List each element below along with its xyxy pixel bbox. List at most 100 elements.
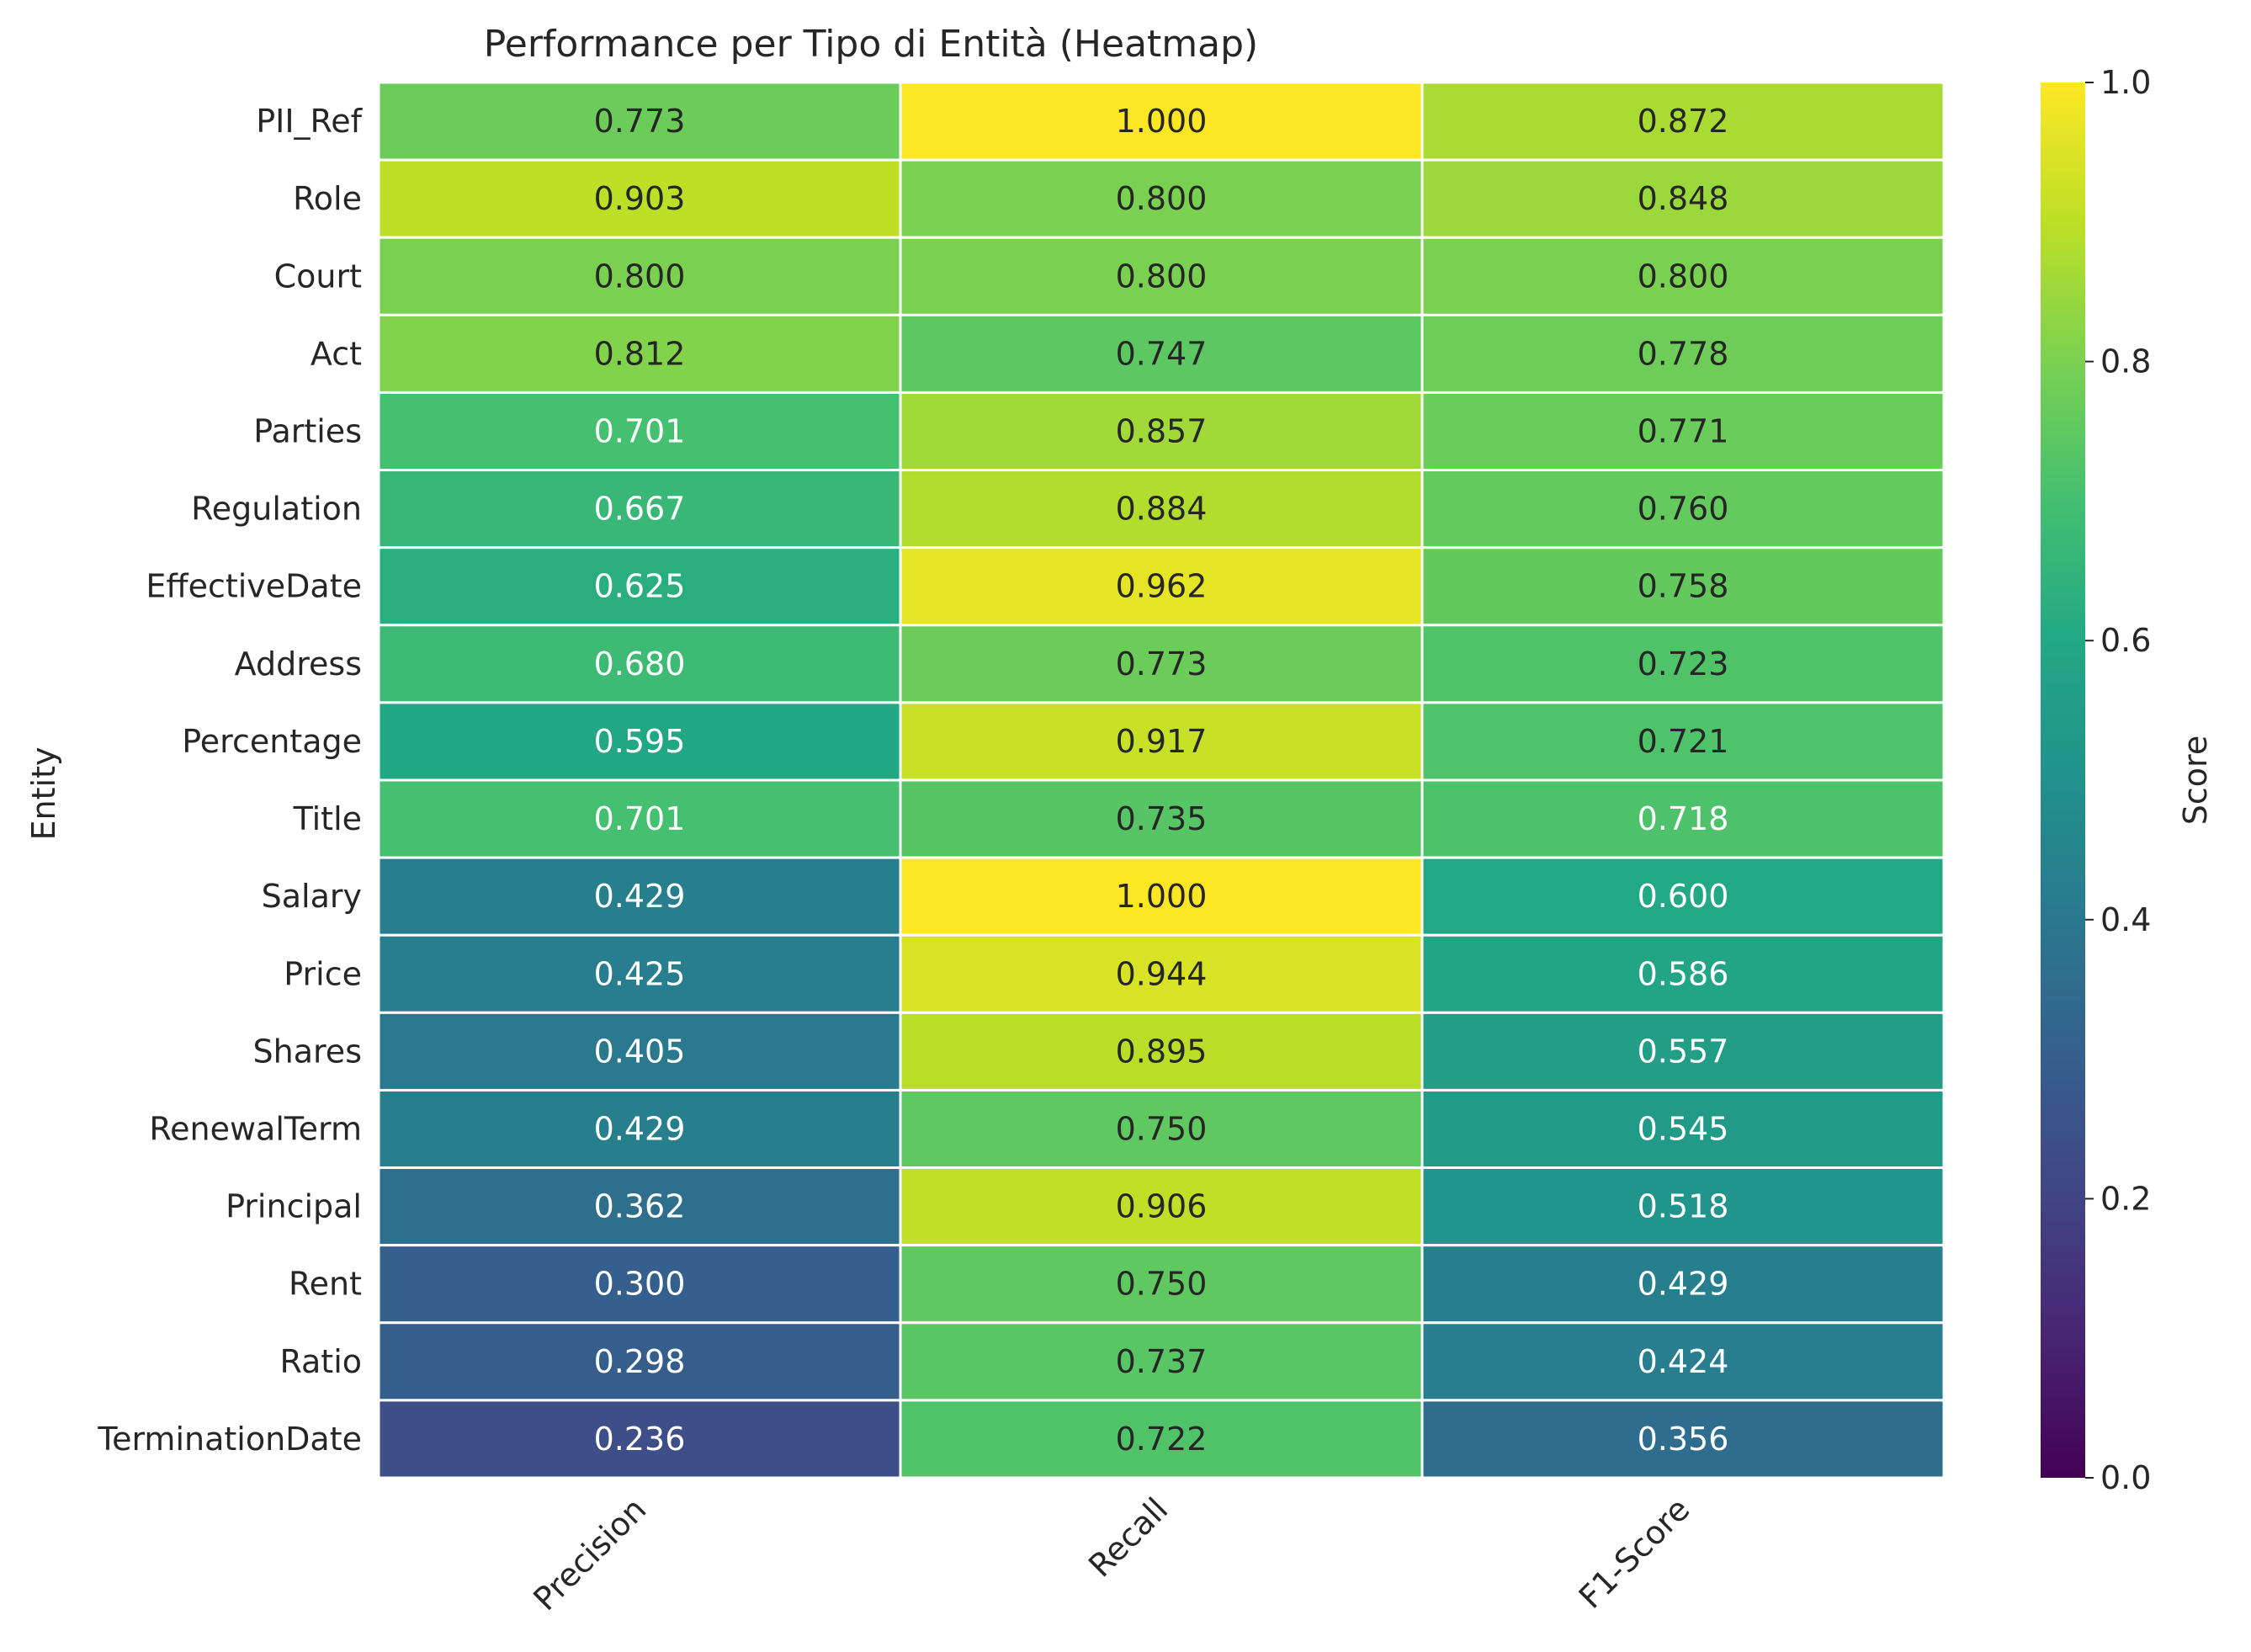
row-label: Act: [311, 335, 362, 372]
colorbar-tick-label: 0.8: [2100, 343, 2151, 380]
colorbar-tick-label: 0.6: [2100, 622, 2151, 659]
heatmap-cell: [1420, 933, 1946, 1014]
colorbar-tick-label: 0.4: [2100, 901, 2151, 938]
heatmap-cell: [899, 1399, 1424, 1479]
column-labels: Precision Recall F1-Score: [526, 1490, 1696, 1617]
row-label: Title: [293, 800, 362, 837]
cell-value-label: 0.750: [1116, 1266, 1208, 1303]
heatmap-cell: [377, 1244, 902, 1325]
cell-value-label: 0.362: [594, 1188, 686, 1225]
row-label: Principal: [226, 1188, 362, 1225]
heatmap-cell: [1420, 469, 1946, 550]
heatmap-cell: [377, 701, 902, 782]
row-label: TerminationDate: [97, 1421, 362, 1458]
heatmap-cell: [377, 1011, 902, 1092]
colorbar: [2041, 82, 2085, 1478]
heatmap-cell: [377, 546, 902, 627]
cell-value-label: 0.778: [1638, 335, 1729, 372]
heatmap-cell: [377, 1321, 902, 1402]
heatmap-cell: [899, 81, 1424, 162]
cell-value-label: 0.800: [1116, 180, 1208, 217]
cell-value-label: 0.429: [594, 878, 686, 915]
cell-value-label: 0.721: [1638, 723, 1729, 760]
row-label: Price: [284, 955, 362, 992]
row-label: Court: [274, 258, 362, 295]
column-label: Precision: [526, 1490, 653, 1617]
column-label: Recall: [1081, 1490, 1175, 1584]
heatmap-cell: [377, 856, 902, 937]
cell-value-label: 0.737: [1116, 1343, 1208, 1380]
cell-value-label: 0.903: [594, 180, 686, 217]
cell-value-label: 0.962: [1116, 568, 1208, 605]
heatmap-cell: [899, 1244, 1424, 1325]
colorbar-tick-label: 0.2: [2100, 1180, 2151, 1217]
heatmap-cell: [1420, 856, 1946, 937]
cell-value-label: 0.424: [1638, 1343, 1729, 1380]
cell-value-label: 0.300: [594, 1266, 686, 1303]
row-labels: PII_Ref Role Court Act Parties Regulation Effe…: [97, 103, 363, 1458]
heatmap-cell: [377, 313, 902, 394]
y-axis-label: Entity: [25, 747, 62, 841]
chart-title: Performance per Tipo di Entità (Heatmap): [484, 23, 1258, 66]
row-label: Ratio: [279, 1343, 362, 1380]
colorbar-tick-label: 0.0: [2100, 1459, 2151, 1496]
row-label: Shares: [253, 1033, 362, 1070]
cell-value-label: 1.000: [1116, 878, 1208, 915]
heatmap-cell: [899, 390, 1424, 472]
row-label: RenewalTerm: [149, 1111, 362, 1148]
cell-value-label: 0.848: [1638, 180, 1729, 217]
cell-value-label: 0.425: [594, 955, 686, 992]
heatmap-cell: [1420, 158, 1946, 239]
row-label: Role: [293, 180, 362, 217]
cell-value-label: 0.773: [594, 103, 686, 140]
cell-value-label: 0.236: [594, 1421, 686, 1458]
row-label: Address: [235, 645, 362, 683]
heatmap-cell: [1420, 701, 1946, 782]
cell-value-label: 0.944: [1116, 955, 1208, 992]
heatmap-cell: [899, 236, 1424, 316]
heatmap-cells: 0.773 1.000 0.872 0.903 0.800 0.848 0.800 0.800…: [377, 81, 1946, 1479]
heatmap-cell: [899, 1321, 1424, 1402]
cell-value-label: 0.429: [594, 1111, 686, 1148]
cell-value-label: 0.298: [594, 1343, 686, 1380]
row-label: Regulation: [191, 491, 362, 528]
cell-value-label: 0.586: [1638, 955, 1729, 992]
cell-value-label: 0.680: [594, 645, 686, 683]
heatmap-cell: [377, 778, 902, 859]
heatmap-cell: [377, 81, 902, 162]
heatmap-cell: [1420, 81, 1946, 162]
row-label: EffectiveDate: [146, 568, 362, 605]
cell-value-label: 0.884: [1116, 491, 1208, 528]
heatmap-cell: [1420, 1244, 1946, 1325]
cell-value-label: 0.405: [594, 1033, 686, 1070]
row-label: Salary: [262, 878, 362, 915]
heatmap-cell: [899, 469, 1424, 550]
row-label: Percentage: [182, 723, 362, 760]
cell-value-label: 0.895: [1116, 1033, 1208, 1070]
heatmap-cell: [1420, 778, 1946, 859]
heatmap-cell: [1420, 1166, 1946, 1247]
cell-value-label: 0.872: [1638, 103, 1729, 140]
cell-value-label: 0.600: [1638, 878, 1729, 915]
cell-value-label: 0.800: [594, 258, 686, 295]
cell-value-label: 0.557: [1638, 1033, 1729, 1070]
cell-value-label: 0.518: [1638, 1188, 1729, 1225]
cell-value-label: 0.750: [1116, 1111, 1208, 1148]
heatmap-cell: [1420, 1088, 1946, 1170]
colorbar-tick-label: 1.0: [2100, 64, 2151, 101]
heatmap-cell: [377, 1088, 902, 1170]
heatmap-cell: [1420, 624, 1946, 704]
cell-value-label: 0.917: [1116, 723, 1208, 760]
cell-value-label: 0.771: [1638, 413, 1729, 450]
cell-value-label: 0.760: [1638, 491, 1729, 528]
row-label: PII_Ref: [256, 103, 363, 140]
cell-value-label: 0.800: [1116, 258, 1208, 295]
colorbar-label: Score: [2177, 736, 2214, 825]
cell-value-label: 0.701: [594, 800, 686, 837]
cell-value-label: 0.758: [1638, 568, 1729, 605]
cell-value-label: 0.625: [594, 568, 686, 605]
cell-value-label: 0.723: [1638, 645, 1729, 683]
heatmap-cell: [1420, 313, 1946, 394]
cell-value-label: 0.857: [1116, 413, 1208, 450]
